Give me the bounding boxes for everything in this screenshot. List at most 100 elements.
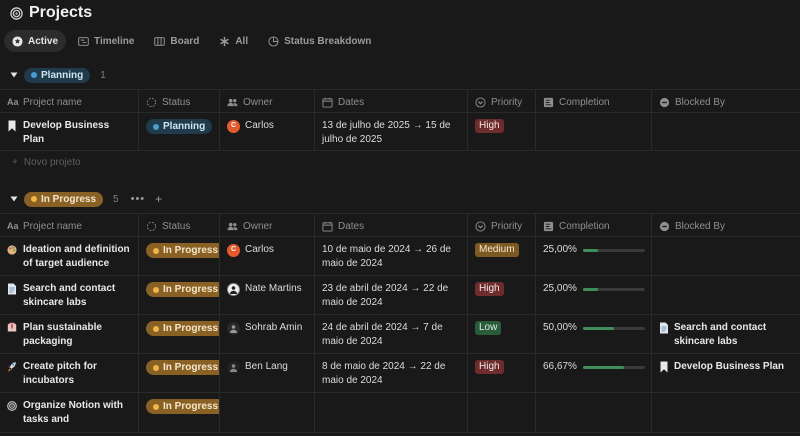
caret-down-icon[interactable] bbox=[10, 195, 18, 203]
cell-project-name[interactable]: Organize Notion with tasks and bbox=[0, 393, 139, 432]
cell-status[interactable]: In Progress bbox=[139, 315, 220, 353]
star-circle-icon bbox=[12, 35, 23, 47]
status-dot bbox=[153, 364, 159, 371]
status-badge: In Progress bbox=[146, 282, 219, 297]
column-label: Blocked By bbox=[675, 96, 726, 108]
column-label: Status bbox=[162, 96, 191, 108]
cell-project-name[interactable]: Ideation and definition of target audien… bbox=[0, 237, 139, 275]
text-type-icon: Aa bbox=[7, 97, 19, 107]
cell-blocked-by[interactable]: Develop Business Plan bbox=[652, 354, 800, 392]
progress-fill bbox=[582, 326, 614, 330]
cell-priority[interactable]: Low bbox=[468, 315, 536, 353]
cell-blocked-by[interactable] bbox=[652, 276, 800, 314]
column-header-blocked-by[interactable]: Blocked By bbox=[652, 214, 800, 238]
cell-owner[interactable]: Nate Martins bbox=[220, 276, 315, 314]
cell-status[interactable]: In Progress bbox=[139, 354, 220, 392]
cell-priority[interactable] bbox=[468, 393, 536, 432]
cell-blocked-by[interactable]: Search and contact skincare labs bbox=[652, 315, 800, 353]
status-badge: In Progress bbox=[146, 321, 219, 336]
cell-blocked-by[interactable] bbox=[652, 393, 800, 432]
tab-timeline[interactable]: Timeline bbox=[70, 30, 142, 52]
cell-status[interactable]: Planning bbox=[139, 113, 220, 150]
cell-priority[interactable]: High bbox=[468, 113, 536, 150]
new-project-label: Novo projeto bbox=[23, 157, 81, 168]
cell-dates[interactable]: 8 de maio de 2024 → 22 de maio de 2024 bbox=[315, 354, 468, 392]
column-header-project-name[interactable]: Aa Project name bbox=[0, 90, 139, 114]
table-row[interactable]: Create pitch for incubators In Progress … bbox=[0, 354, 800, 393]
cell-project-name[interactable]: Search and contact skincare labs bbox=[0, 276, 139, 314]
column-header-completion[interactable]: Completion bbox=[536, 90, 652, 114]
tab-board[interactable]: Board bbox=[146, 30, 207, 52]
cell-owner[interactable]: Ben Lang bbox=[220, 354, 315, 392]
column-header-project-name[interactable]: Aa Project name bbox=[0, 214, 139, 238]
cell-dates[interactable] bbox=[315, 393, 468, 432]
rocket-icon bbox=[8, 362, 16, 372]
tab-label: Status Breakdown bbox=[284, 35, 372, 47]
column-header-blocked-by[interactable]: Blocked By bbox=[652, 90, 800, 114]
cell-dates[interactable]: 24 de abril de 2024 → 7 de maio de 2024 bbox=[315, 315, 468, 353]
cell-status[interactable]: In Progress bbox=[139, 393, 220, 432]
cell-completion: 25,00% bbox=[536, 237, 652, 275]
column-header-priority[interactable]: Priority bbox=[468, 214, 536, 238]
caret-down-icon[interactable] bbox=[10, 71, 18, 79]
blocked-by-link[interactable]: Search and contact skincare labs bbox=[674, 322, 767, 347]
cell-status[interactable]: In Progress bbox=[139, 237, 220, 275]
cell-blocked-by[interactable] bbox=[652, 113, 800, 150]
blocked-by-link[interactable]: Develop Business Plan bbox=[674, 361, 785, 372]
table-row[interactable]: Search and contact skincare labs In Prog… bbox=[0, 276, 800, 315]
completion-value: 50,00% bbox=[543, 322, 577, 333]
cell-project-name[interactable]: Create pitch for incubators bbox=[0, 354, 139, 392]
progress-bar bbox=[582, 248, 645, 252]
tab-status-breakdown[interactable]: Status Breakdown bbox=[260, 30, 379, 52]
cell-status[interactable]: In Progress bbox=[139, 276, 220, 314]
table-row[interactable]: Develop Business Plan Planning C Carlos 1… bbox=[0, 113, 800, 151]
owner-name: Sohrab Amin bbox=[245, 322, 303, 333]
tab-active[interactable]: Active bbox=[4, 30, 67, 52]
priority-badge: High bbox=[475, 119, 504, 133]
table-row[interactable]: Ideation and definition of target audien… bbox=[0, 237, 800, 276]
table-row[interactable]: Organize Notion with tasks and In Progre… bbox=[0, 393, 800, 433]
column-header-completion[interactable]: Completion bbox=[536, 214, 652, 238]
priority-badge: Low bbox=[475, 321, 502, 335]
column-label: Dates bbox=[338, 220, 365, 232]
column-header-status[interactable]: Status bbox=[139, 90, 220, 114]
page-title: Projects bbox=[29, 4, 93, 21]
add-icon[interactable]: + bbox=[155, 192, 163, 206]
new-project-button[interactable]: + Novo projeto bbox=[12, 157, 81, 168]
group-header-in-progress: In Progress 5 ••• + bbox=[10, 190, 162, 208]
tab-label: All bbox=[235, 35, 249, 47]
cell-owner[interactable]: C Carlos bbox=[220, 113, 315, 150]
column-header-status[interactable]: Status bbox=[139, 214, 220, 238]
cell-priority[interactable]: Medium bbox=[468, 237, 536, 275]
calendar-icon bbox=[322, 221, 333, 232]
column-label: Blocked By bbox=[675, 220, 726, 232]
column-header-dates[interactable]: Dates bbox=[315, 90, 468, 114]
tab-all[interactable]: All bbox=[211, 30, 256, 52]
column-header-owner[interactable]: Owner bbox=[220, 214, 315, 238]
column-label: Owner bbox=[243, 220, 273, 232]
view-tabs: Active Timeline Board All Status Breakdo… bbox=[4, 30, 379, 52]
cell-project-name[interactable]: Develop Business Plan bbox=[0, 113, 139, 150]
cell-project-name[interactable]: Plan sustainable packaging bbox=[0, 315, 139, 353]
cell-priority[interactable]: High bbox=[468, 354, 536, 392]
status-dot bbox=[31, 72, 37, 78]
cell-dates[interactable]: 23 de abril de 2024 → 22 de maio de 2024 bbox=[315, 276, 468, 314]
cell-dates[interactable]: 13 de julho de 2025 → 15 de julho de 202… bbox=[315, 113, 468, 150]
priority-icon bbox=[475, 220, 486, 232]
cell-priority[interactable]: High bbox=[468, 276, 536, 314]
status-dot bbox=[153, 286, 159, 293]
column-header-priority[interactable]: Priority bbox=[468, 90, 536, 114]
column-header-owner[interactable]: Owner bbox=[220, 90, 315, 114]
column-header-dates[interactable]: Dates bbox=[315, 214, 468, 238]
group-count: 1 bbox=[100, 69, 106, 81]
cell-owner[interactable]: C Carlos bbox=[220, 237, 315, 275]
group-badge[interactable]: Planning bbox=[24, 67, 91, 83]
cell-dates[interactable]: 10 de maio de 2024 → 26 de maio de 2024 bbox=[315, 237, 468, 275]
group-badge[interactable]: In Progress bbox=[24, 191, 104, 207]
cell-owner[interactable]: Sohrab Amin bbox=[220, 315, 315, 353]
status-badge: Planning bbox=[146, 119, 213, 134]
more-options-icon[interactable]: ••• bbox=[130, 193, 146, 205]
cell-blocked-by[interactable] bbox=[652, 237, 800, 275]
table-row[interactable]: Plan sustainable packaging In Progress S… bbox=[0, 315, 800, 354]
cell-owner[interactable] bbox=[220, 393, 315, 432]
